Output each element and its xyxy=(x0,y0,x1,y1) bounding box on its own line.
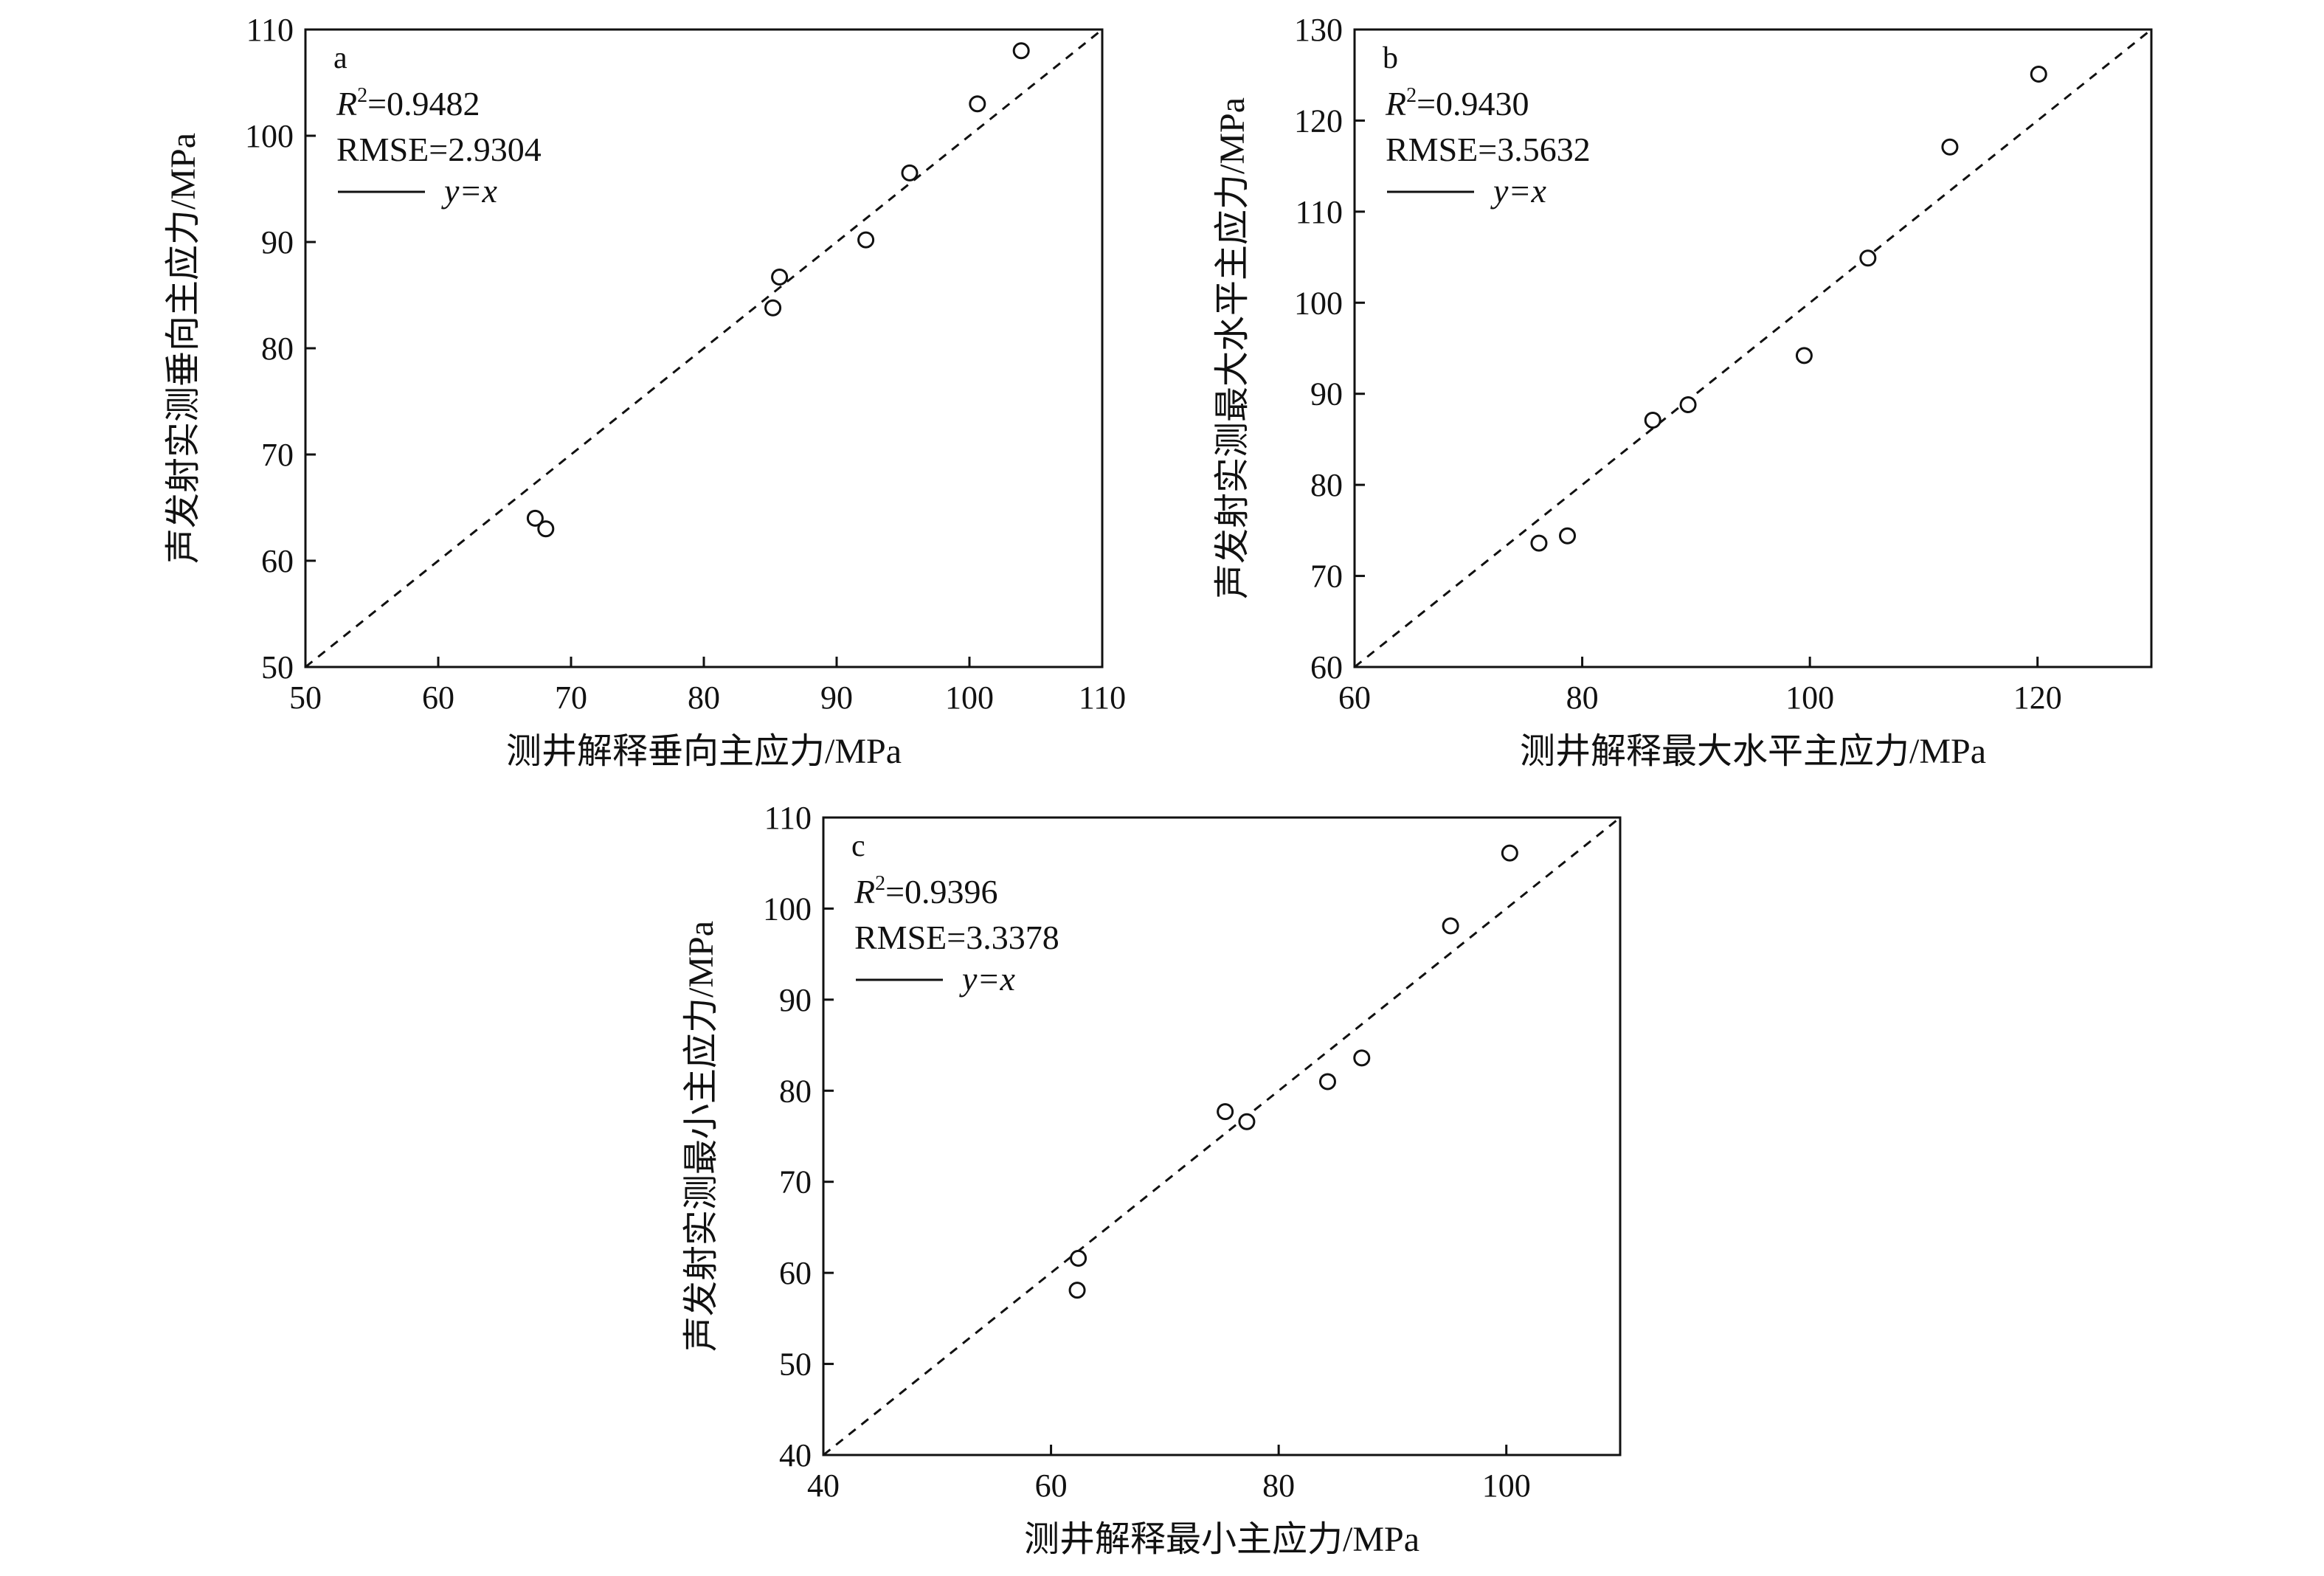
r2-superscript: 2 xyxy=(357,84,367,107)
y-tick-label: 130 xyxy=(1294,12,1343,48)
data-point xyxy=(1859,249,1877,267)
rmse-annotation: RMSE=3.3378 xyxy=(854,919,1059,956)
x-tick-label: 40 xyxy=(807,1468,840,1504)
y-tick-label: 90 xyxy=(261,224,294,260)
y-tick-label: 80 xyxy=(261,331,294,367)
r2-symbol: R xyxy=(854,873,875,910)
r2-value: =0.9482 xyxy=(367,85,480,122)
data-point xyxy=(1795,347,1813,364)
data-point xyxy=(1318,1073,1336,1091)
r2-value: =0.9430 xyxy=(1417,85,1529,122)
data-point xyxy=(771,269,789,286)
x-axis-label: 测井解释最小主应力/MPa xyxy=(1024,1520,1419,1559)
x-tick-label: 60 xyxy=(1035,1468,1068,1504)
y-tick-label: 50 xyxy=(779,1347,812,1383)
x-tick-label: 100 xyxy=(1482,1468,1531,1504)
y-axis-label: 声发射实测垂向主应力/MPa xyxy=(164,133,203,564)
x-axis-label: 测井解释垂向主应力/MPa xyxy=(506,732,902,771)
data-point xyxy=(857,231,875,249)
data-point xyxy=(1238,1113,1256,1130)
y-axis-label: 声发射实测最大水平主应力/MPa xyxy=(1213,97,1252,599)
data-point xyxy=(1559,527,1577,545)
r2-value: =0.9396 xyxy=(885,873,997,910)
x-tick-label: 80 xyxy=(688,680,720,716)
identity-line xyxy=(1354,28,2152,668)
data-point xyxy=(1442,917,1459,935)
panel-a: 50 60 70 80 90 100 110 50 60 70 80 90 100 110 测井解释垂向主应… xyxy=(164,12,1126,771)
y-tick-label: 110 xyxy=(246,12,294,48)
y-tick-label: 100 xyxy=(1294,285,1343,321)
x-tick-label: 110 xyxy=(1079,680,1126,716)
r2-annotation: R2=0.9430 xyxy=(1385,84,1529,122)
data-point xyxy=(1012,42,1030,60)
y-tick-label: 120 xyxy=(1294,103,1343,139)
data-point xyxy=(1941,138,1959,156)
data-point xyxy=(537,520,555,538)
data-point xyxy=(1501,844,1518,862)
rmse-annotation: RMSE=3.5632 xyxy=(1386,131,1591,168)
panel-label: a xyxy=(333,41,347,75)
x-tick-label: 120 xyxy=(2013,680,2062,716)
data-point xyxy=(526,509,544,527)
y-tick-label: 100 xyxy=(763,891,812,927)
data-point xyxy=(1353,1049,1371,1067)
r2-symbol: R xyxy=(336,85,357,122)
legend-label: y=x xyxy=(1490,172,1546,210)
x-tick-label: 60 xyxy=(1338,680,1371,716)
x-tick-label: 50 xyxy=(289,680,322,716)
y-tick-label: 70 xyxy=(779,1164,812,1200)
panel-c: 40 60 80 100 40 50 60 70 80 90 100 110 测井解释最小主应力/MPa… xyxy=(682,800,1622,1559)
panel-label: c xyxy=(851,829,865,863)
y-tick-label: 70 xyxy=(1310,559,1343,595)
y-tick-label: 90 xyxy=(779,982,812,1018)
x-axis-label: 测井解释最大水平主应力/MPa xyxy=(1520,732,1986,771)
r2-superscript: 2 xyxy=(1406,84,1417,107)
y-axis-label: 声发射实测最小主应力/MPa xyxy=(682,921,721,1352)
y-tick-label: 110 xyxy=(1296,194,1343,230)
data-point xyxy=(969,95,986,113)
r2-annotation: R2=0.9482 xyxy=(336,84,480,122)
x-tick-label: 100 xyxy=(1785,680,1834,716)
x-tick-label: 80 xyxy=(1262,1468,1295,1504)
data-point xyxy=(1644,412,1661,429)
y-tick-label: 100 xyxy=(245,118,294,154)
data-point xyxy=(2030,65,2047,83)
data-point xyxy=(1679,396,1697,414)
data-point xyxy=(1530,534,1548,552)
y-tick-label: 60 xyxy=(779,1255,812,1291)
y-tick-label: 80 xyxy=(779,1073,812,1109)
y-tick-label: 40 xyxy=(779,1437,812,1473)
plot-frame xyxy=(822,816,1622,1456)
data-point xyxy=(1068,1282,1086,1299)
y-tick-label: 110 xyxy=(764,800,812,836)
rmse-annotation: RMSE=2.9304 xyxy=(336,131,542,168)
r2-superscript: 2 xyxy=(875,872,885,895)
r2-annotation: R2=0.9396 xyxy=(854,872,998,910)
r2-symbol: R xyxy=(1385,85,1406,122)
plot-frame xyxy=(1353,28,2153,668)
x-tick-label: 60 xyxy=(422,680,454,716)
y-tick-label: 50 xyxy=(261,649,294,685)
y-tick-label: 90 xyxy=(1310,376,1343,412)
data-point xyxy=(1217,1103,1234,1121)
x-tick-label: 70 xyxy=(555,680,587,716)
legend-label: y=x xyxy=(959,960,1015,998)
panel-b: 60 80 100 120 60 70 80 90 100 110 120 130 测井解释最大水平主应… xyxy=(1213,12,2153,771)
x-tick-label: 100 xyxy=(945,680,994,716)
panel-label: b xyxy=(1383,41,1398,75)
data-point xyxy=(901,164,919,182)
identity-line xyxy=(305,28,1103,668)
y-tick-label: 60 xyxy=(261,543,294,579)
data-point xyxy=(764,299,782,317)
x-tick-label: 80 xyxy=(1566,680,1599,716)
identity-line xyxy=(823,816,1621,1456)
data-point xyxy=(1070,1249,1087,1267)
y-tick-label: 80 xyxy=(1310,467,1343,503)
y-tick-label: 70 xyxy=(261,437,294,473)
x-tick-label: 90 xyxy=(820,680,853,716)
y-tick-label: 60 xyxy=(1310,649,1343,685)
legend-label: y=x xyxy=(441,172,497,210)
